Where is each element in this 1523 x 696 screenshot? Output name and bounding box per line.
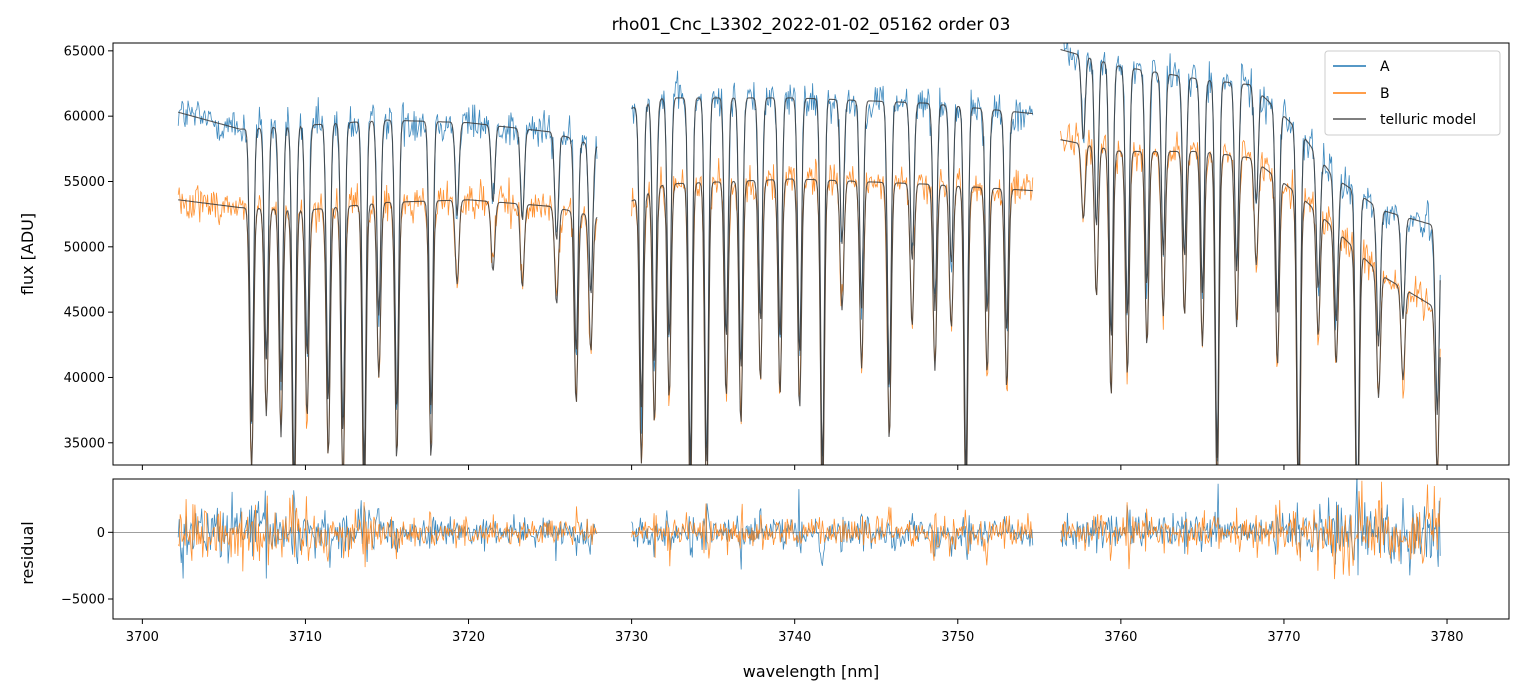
x-tick-label: 3700 (126, 630, 159, 645)
telluric-model-a-line-segment-2 (631, 97, 1033, 465)
residual-a-line-segment-2 (631, 489, 1034, 570)
legend-label-model: telluric model (1380, 112, 1476, 128)
residual-y-tick-label: −5000 (61, 593, 105, 608)
legend-label-a: A (1380, 59, 1390, 75)
residual-y-axis-label: residual (18, 521, 37, 584)
residual-a-line-segment-3 (1060, 479, 1441, 576)
series-b-line-segment-2 (631, 158, 1034, 465)
flux-y-tick-label: 35000 (64, 436, 105, 451)
x-tick-label: 3740 (778, 630, 811, 645)
flux-y-tick-label: 60000 (64, 110, 105, 125)
residual-y-axis: −5000 0 (61, 526, 113, 608)
residual-y-tick-label: 0 (97, 526, 105, 541)
telluric-model-a-line-segment-3 (1060, 48, 1441, 465)
flux-y-axis-label: flux [ADU] (18, 213, 37, 295)
flux-plot-area (177, 43, 1441, 465)
flux-y-tick-label: 55000 (64, 175, 105, 190)
x-tick-label: 3760 (1104, 630, 1137, 645)
flux-panel: 35000 40000 45000 50000 55000 60000 65000 flux… (18, 42, 1510, 470)
flux-y-tick-label: 40000 (64, 371, 105, 386)
residual-b-line-segment-1 (177, 494, 598, 572)
x-tick-label: 3720 (452, 630, 485, 645)
x-tick-label: 3710 (289, 630, 322, 645)
legend: A B telluric model (1324, 50, 1501, 136)
residual-b-line-segment-3 (1060, 480, 1441, 580)
legend-label-b: B (1380, 86, 1390, 102)
legend-frame (1324, 50, 1501, 136)
flux-axes-frame (112, 42, 1510, 466)
telluric-model-b-line-segment-3 (1060, 139, 1441, 465)
x-axis-label: wavelength [nm] (743, 662, 880, 681)
series-a-line-segment-1 (177, 97, 598, 465)
flux-x-ticks (141, 465, 1448, 470)
series-b-line-segment-1 (177, 177, 598, 465)
telluric-model-b-line-segment-2 (631, 178, 1033, 465)
series-a-line-segment-2 (631, 70, 1034, 465)
x-tick-label: 3750 (941, 630, 974, 645)
x-tick-label: 3730 (615, 630, 648, 645)
residual-axes-frame (112, 478, 1510, 620)
x-tick-label: 3780 (1430, 630, 1463, 645)
x-axis: 3700 3710 3720 3730 3740 3750 3760 3770 3780 (126, 619, 1464, 645)
residual-panel: −50000 3700 3710 3720 3730 3740 3750 3760 3770 3… (18, 478, 1510, 681)
flux-y-axis: 35000 40000 45000 50000 55000 60000 65000 (64, 44, 113, 451)
telluric-model-a-line-segment-1 (178, 111, 598, 465)
series-b-line-segment-3 (1060, 122, 1441, 465)
flux-y-tick-label: 65000 (64, 44, 105, 59)
residual-plot-area (113, 479, 1509, 580)
residual-b-line-segment-2 (631, 503, 1033, 567)
flux-y-tick-label: 45000 (64, 306, 105, 321)
flux-y-tick-label: 50000 (64, 240, 105, 255)
x-tick-label: 3770 (1267, 630, 1300, 645)
telluric-model-b-line-segment-1 (178, 199, 598, 465)
chart-title: rho01_Cnc_L3302_2022-01-02_05162 order 0… (612, 15, 1011, 35)
